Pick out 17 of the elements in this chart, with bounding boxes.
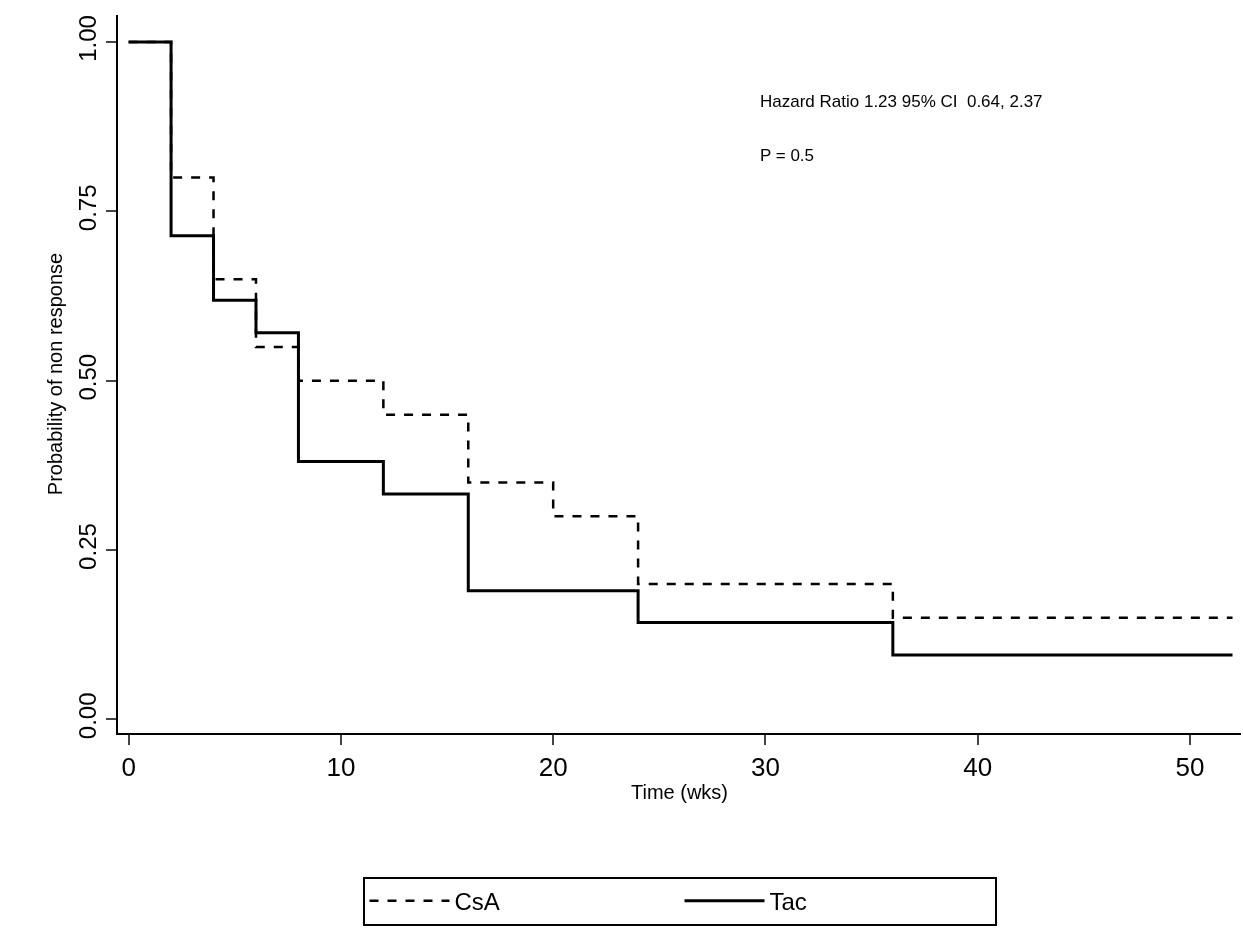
y-tick-label: 0.00 xyxy=(74,692,102,740)
y-tick-label: 0.25 xyxy=(74,523,102,570)
annotation: P = 0.5 xyxy=(760,146,815,165)
y-tick-label: 0.75 xyxy=(74,184,102,232)
x-tick-label: 40 xyxy=(963,752,993,783)
x-tick-label: 10 xyxy=(326,752,356,783)
legend-label: CsA xyxy=(454,888,500,916)
y-tick-label: 1.00 xyxy=(74,15,102,62)
y-tick-label: 0.50 xyxy=(74,353,102,401)
annotation: Hazard Ratio 1.23 95% CI 0.64, 2.37 xyxy=(760,92,1043,111)
x-tick-label: 30 xyxy=(751,752,780,783)
y-axis-title: Probability of non response xyxy=(44,252,67,496)
x-tick-label: 20 xyxy=(538,752,568,783)
x-tick-label: 0 xyxy=(121,752,136,783)
legend-label: Tac xyxy=(769,888,807,916)
x-tick-label: 50 xyxy=(1175,752,1205,783)
x-axis-title: Time (wks) xyxy=(630,781,729,804)
